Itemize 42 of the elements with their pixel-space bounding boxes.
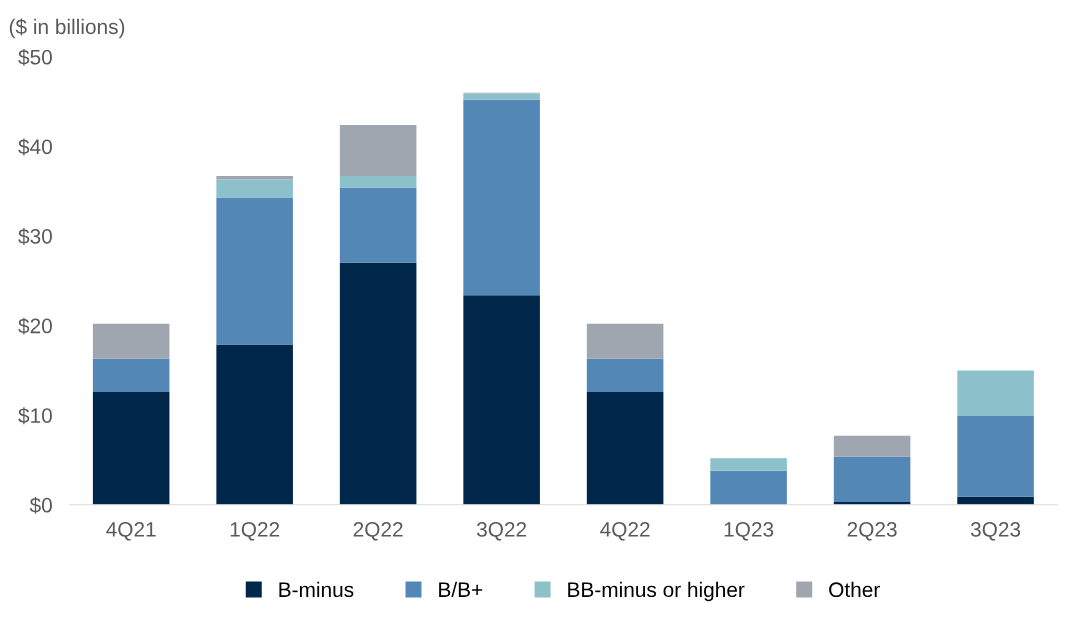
bar [586, 323, 664, 359]
legend-label: B/B+ [439, 581, 483, 598]
y-tick-label: $10 [18, 407, 52, 425]
bar [339, 124, 417, 176]
legend-label: BB-minus or higher [568, 581, 745, 602]
y-tick-label: $50 [18, 48, 52, 66]
bar [216, 179, 293, 198]
x-tick-label: 4Q22 [600, 522, 650, 541]
x-tick-label: 3Q22 [476, 522, 527, 541]
bar [339, 262, 417, 505]
bar [92, 323, 170, 359]
bar [92, 358, 170, 392]
bar [92, 391, 170, 505]
bar [710, 470, 787, 505]
y-axis-title: ($ in billions) [9, 18, 125, 39]
y-tick-label: $30 [18, 228, 52, 245]
bar [833, 456, 911, 503]
bar [586, 358, 664, 392]
bar [463, 295, 540, 505]
x-tick-label: 1Q22 [230, 522, 280, 541]
legend-label: B-minus [279, 581, 354, 598]
bar [216, 344, 293, 505]
bar [957, 370, 1034, 417]
y-tick-label: $40 [18, 138, 52, 156]
bar [339, 175, 417, 188]
bar [216, 175, 293, 180]
bar [463, 99, 540, 296]
x-tick-label: 2Q23 [847, 522, 897, 541]
x-tick-label: 4Q21 [106, 522, 156, 541]
bar [833, 435, 911, 457]
x-tick-label: 3Q23 [970, 522, 1021, 541]
bar [957, 416, 1034, 497]
x-tick-label: 2Q22 [353, 522, 403, 541]
bar [216, 197, 293, 345]
y-tick-label: $20 [18, 317, 52, 335]
bar [339, 187, 417, 263]
bar [710, 458, 787, 471]
bar [586, 391, 664, 505]
bar [463, 93, 540, 100]
y-tick-label: $0 [29, 496, 52, 514]
x-tick-label: 1Q23 [724, 522, 774, 541]
legend-label: Other [829, 581, 880, 598]
